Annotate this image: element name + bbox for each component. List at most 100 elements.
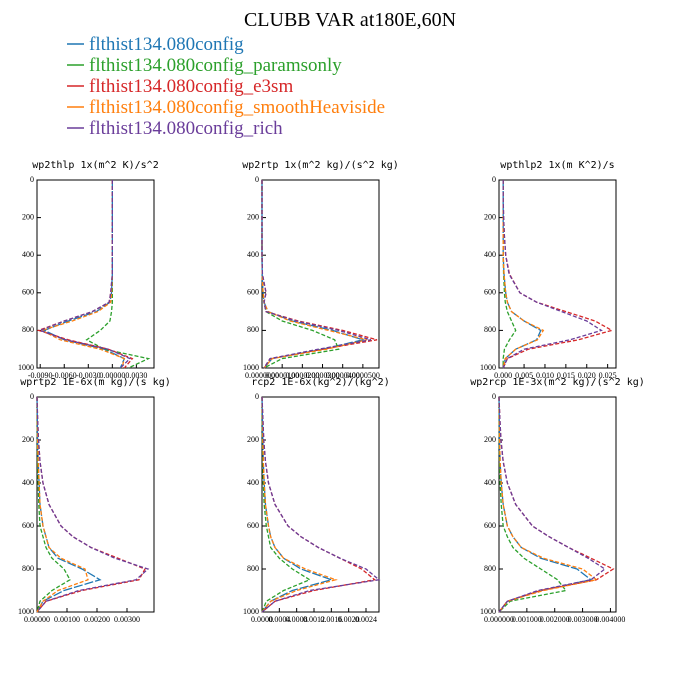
x-tick-label: -0.0060 [52,371,77,380]
y-tick-label: 600 [22,521,34,530]
x-tick-label: 0.020 [578,371,596,380]
x-tick-label: 0.000 [494,371,512,380]
panel-title: wp2rcp 1E-3x(m^2 kg)/(s^2 kg) [470,377,645,388]
y-tick-label: 200 [247,212,259,221]
series-line [261,396,338,613]
legend-label: flthist134.080config_e3sm [89,76,293,97]
legend-label: flthist134.080config [89,34,244,55]
y-tick-label: 200 [22,212,34,221]
plot-frame [498,179,617,369]
y-tick-label: 600 [22,288,34,297]
x-tick-label: 0.0000300 [306,371,340,380]
x-tick-label: 0.0024 [355,615,377,624]
x-tick-label: 0.025 [599,371,617,380]
y-tick-label: 1000 [18,363,34,372]
y-tick-label: 600 [484,288,496,297]
y-tick-label: 400 [22,478,34,487]
y-tick-label: 600 [247,288,259,297]
series-line [36,396,146,613]
plot-frame [261,396,380,613]
panel-title: rcp2 1E-6x(kg^2)/(kg^2) [251,377,389,388]
y-tick-label: 400 [247,478,259,487]
y-tick-label: 400 [484,250,496,259]
series-line [261,396,334,613]
x-tick-label: 0.0000500 [346,371,380,380]
y-tick-label: 0 [30,392,34,401]
legend-label: flthist134.080config_smoothHeaviside [89,97,385,118]
y-tick-label: 0 [255,392,259,401]
series-line [261,396,377,613]
x-tick-label: 0.010 [536,371,554,380]
series-line [498,397,568,613]
x-tick-label: 0.002000 [540,615,570,624]
plot-frame [498,396,617,613]
x-tick-label: -0.0090 [28,371,53,380]
y-tick-label: 800 [22,325,34,334]
series-line [498,396,593,613]
y-tick-label: 200 [22,435,34,444]
y-tick-label: 600 [247,521,259,530]
y-tick-label: 0 [492,392,496,401]
x-tick-label: 0.0004 [268,615,290,624]
x-tick-label: 0.0000200 [285,371,319,380]
series-line [502,180,603,369]
figure-title: CLUBB VAR at180E,60N [244,9,456,31]
panel-title: wp2rtp 1x(m^2 kg)/(s^2 kg) [242,160,399,171]
x-tick-label: 0.0008 [286,615,308,624]
series-line [502,180,545,369]
series-line [36,397,71,613]
y-tick-label: 800 [484,564,496,573]
series-line [36,396,102,613]
x-tick-label: 0.00200 [84,615,110,624]
y-tick-label: 400 [22,250,34,259]
x-tick-label: 0.0020 [338,615,360,624]
x-tick-label: 0.0000000 [245,371,279,380]
y-tick-label: 400 [247,250,259,259]
series-line [261,180,372,369]
y-tick-label: 1000 [480,607,496,616]
x-tick-label: 0.0000100 [265,371,299,380]
x-tick-label: 0.00000 [99,371,125,380]
y-tick-label: 1000 [243,607,259,616]
x-tick-label: 0.004000 [595,615,625,624]
series-line [498,396,599,613]
y-tick-label: 200 [247,435,259,444]
x-tick-label: 0.00100 [54,615,80,624]
series-line [85,180,151,369]
x-tick-label: 0.00000 [24,615,50,624]
series-line [261,396,381,613]
series-line [498,396,606,613]
series-line [36,396,150,613]
x-tick-label: 0.0016 [320,615,342,624]
y-tick-label: 800 [247,325,259,334]
x-tick-label: 0.0012 [303,615,325,624]
y-tick-label: 0 [255,175,259,184]
y-tick-label: 0 [492,175,496,184]
plot-frame [36,179,155,369]
series-line [261,397,312,613]
series-line [261,180,340,369]
y-tick-label: 1000 [480,363,496,372]
x-tick-label: 0.003000 [568,615,598,624]
legend-label: flthist134.080config_paramsonly [89,55,342,76]
panel-title: wpthlp2 1x(m K^2)/s [500,160,614,171]
series-line [36,396,89,613]
series-line [502,180,614,369]
x-tick-label: 0.00300 [114,615,140,624]
series-line [502,180,517,368]
x-tick-label: 0.0000400 [326,371,360,380]
y-tick-label: 200 [484,435,496,444]
y-tick-label: 400 [484,478,496,487]
y-tick-label: 800 [484,325,496,334]
series-line [261,180,378,369]
series-line [38,180,132,369]
series-line [261,180,368,369]
series-line [261,180,366,369]
x-tick-label: 0.000000 [484,615,514,624]
x-tick-label: -0.0030 [76,371,101,380]
y-tick-label: 1000 [18,607,34,616]
series-line [36,180,134,369]
plot-frame [36,396,155,613]
x-tick-label: 0.0000 [251,615,273,624]
